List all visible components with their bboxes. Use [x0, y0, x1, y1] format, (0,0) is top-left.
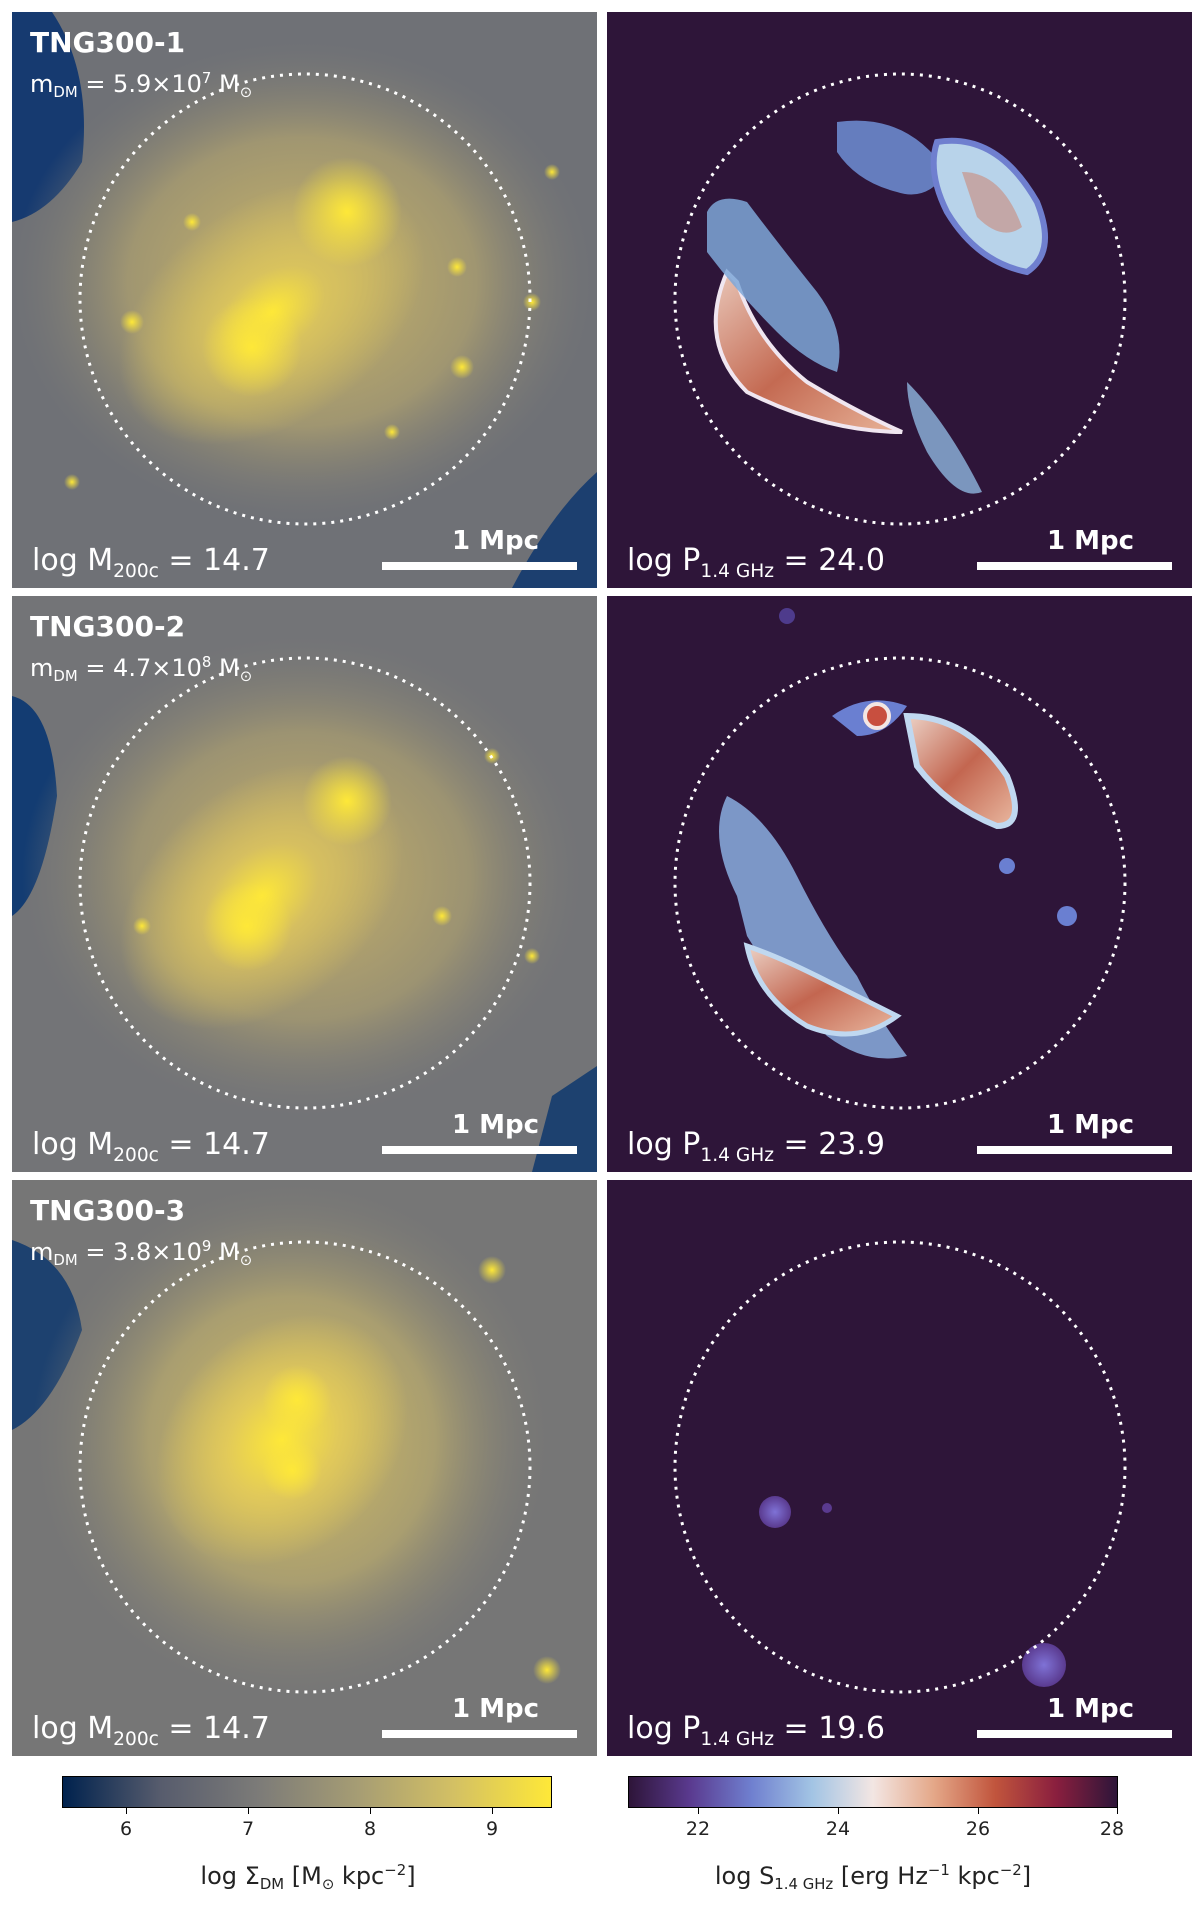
radio-colorbar-tick-label: 26	[965, 1818, 991, 1840]
scale-bar-label: 1 Mpc	[1046, 1694, 1134, 1724]
simulation-name: TNG300-2	[30, 610, 186, 643]
radio-panel-row3: log P1.4 GHz = 19.6 1 Mpc	[607, 1180, 1192, 1756]
radio-colorbar-tick	[978, 1808, 979, 1814]
dm-colorbar-tick	[370, 1808, 371, 1814]
scale-bar	[977, 1146, 1172, 1154]
radio-colorbar-tick-label: 22	[685, 1818, 711, 1840]
scale-bar-label: 1 Mpc	[451, 1110, 539, 1140]
radio-emission-map	[607, 12, 1192, 588]
scale-bar	[977, 562, 1172, 570]
dm-particle-mass: mDM = 4.7×108 M⊙	[30, 653, 253, 686]
radio-colorbar-tick	[1117, 1808, 1118, 1814]
halo-mass-label: log M200c = 14.7	[32, 543, 270, 582]
dm-colorbar-tick-label: 7	[241, 1818, 255, 1840]
dm-colorbar	[62, 1776, 552, 1808]
simulation-name: TNG300-3	[30, 1194, 186, 1227]
radio-colorbar-tick-label: 24	[825, 1818, 851, 1840]
simulation-name: TNG300-1	[30, 26, 186, 59]
dm-panel-row3: TNG300-3 mDM = 3.8×109 M⊙ log M200c = 14…	[12, 1180, 597, 1756]
radio-colorbar	[628, 1776, 1118, 1808]
radio-panel-row2: log P1.4 GHz = 23.9 1 Mpc	[607, 596, 1192, 1172]
radio-emission-map	[607, 1180, 1192, 1756]
dm-panel-row2: TNG300-2 mDM = 4.7×108 M⊙ log M200c = 14…	[12, 596, 597, 1172]
dm-density-map	[12, 1180, 597, 1756]
dm-density-map	[12, 596, 597, 1172]
radio-colorbar-tick	[838, 1808, 839, 1814]
scale-bar-label: 1 Mpc	[451, 1694, 539, 1724]
scale-bar	[382, 562, 577, 570]
dm-particle-mass: mDM = 3.8×109 M⊙	[30, 1237, 253, 1270]
radio-power-label: log P1.4 GHz = 23.9	[627, 1127, 886, 1166]
dm-colorbar-tick-label: 9	[485, 1818, 499, 1840]
dm-colorbar-tick-label: 8	[363, 1818, 377, 1840]
halo-mass-label: log M200c = 14.7	[32, 1711, 270, 1750]
radio-emission-map	[607, 596, 1192, 1172]
scale-bar	[977, 1730, 1172, 1738]
radio-colorbar-label: log S1.4 GHz [erg Hz−1 kpc−2]	[714, 1861, 1032, 1894]
dm-colorbar-label: log ΣDM [M⊙ kpc−2]	[200, 1861, 416, 1894]
scale-bar	[382, 1730, 577, 1738]
dm-colorbar-tick-label: 6	[119, 1818, 133, 1840]
radio-colorbar-tick	[698, 1808, 699, 1814]
radio-panel-row1: log P1.4 GHz = 24.0 1 Mpc	[607, 12, 1192, 588]
radio-power-label: log P1.4 GHz = 19.6	[627, 1711, 886, 1750]
scale-bar-label: 1 Mpc	[1046, 1110, 1134, 1140]
scale-bar-label: 1 Mpc	[451, 526, 539, 556]
dm-colorbar-tick	[126, 1808, 127, 1814]
scale-bar-label: 1 Mpc	[1046, 526, 1134, 556]
dm-colorbar-tick	[492, 1808, 493, 1814]
dm-particle-mass: mDM = 5.9×107 M⊙	[30, 69, 253, 102]
dm-panel-row1: TNG300-1 mDM = 5.9×107 M⊙ log M200c = 14…	[12, 12, 597, 588]
halo-mass-label: log M200c = 14.7	[32, 1127, 270, 1166]
radio-colorbar-tick-label: 28	[1099, 1818, 1125, 1840]
dm-colorbar-tick	[248, 1808, 249, 1814]
dm-density-map	[12, 12, 597, 588]
radio-power-label: log P1.4 GHz = 24.0	[627, 543, 886, 582]
scale-bar	[382, 1146, 577, 1154]
